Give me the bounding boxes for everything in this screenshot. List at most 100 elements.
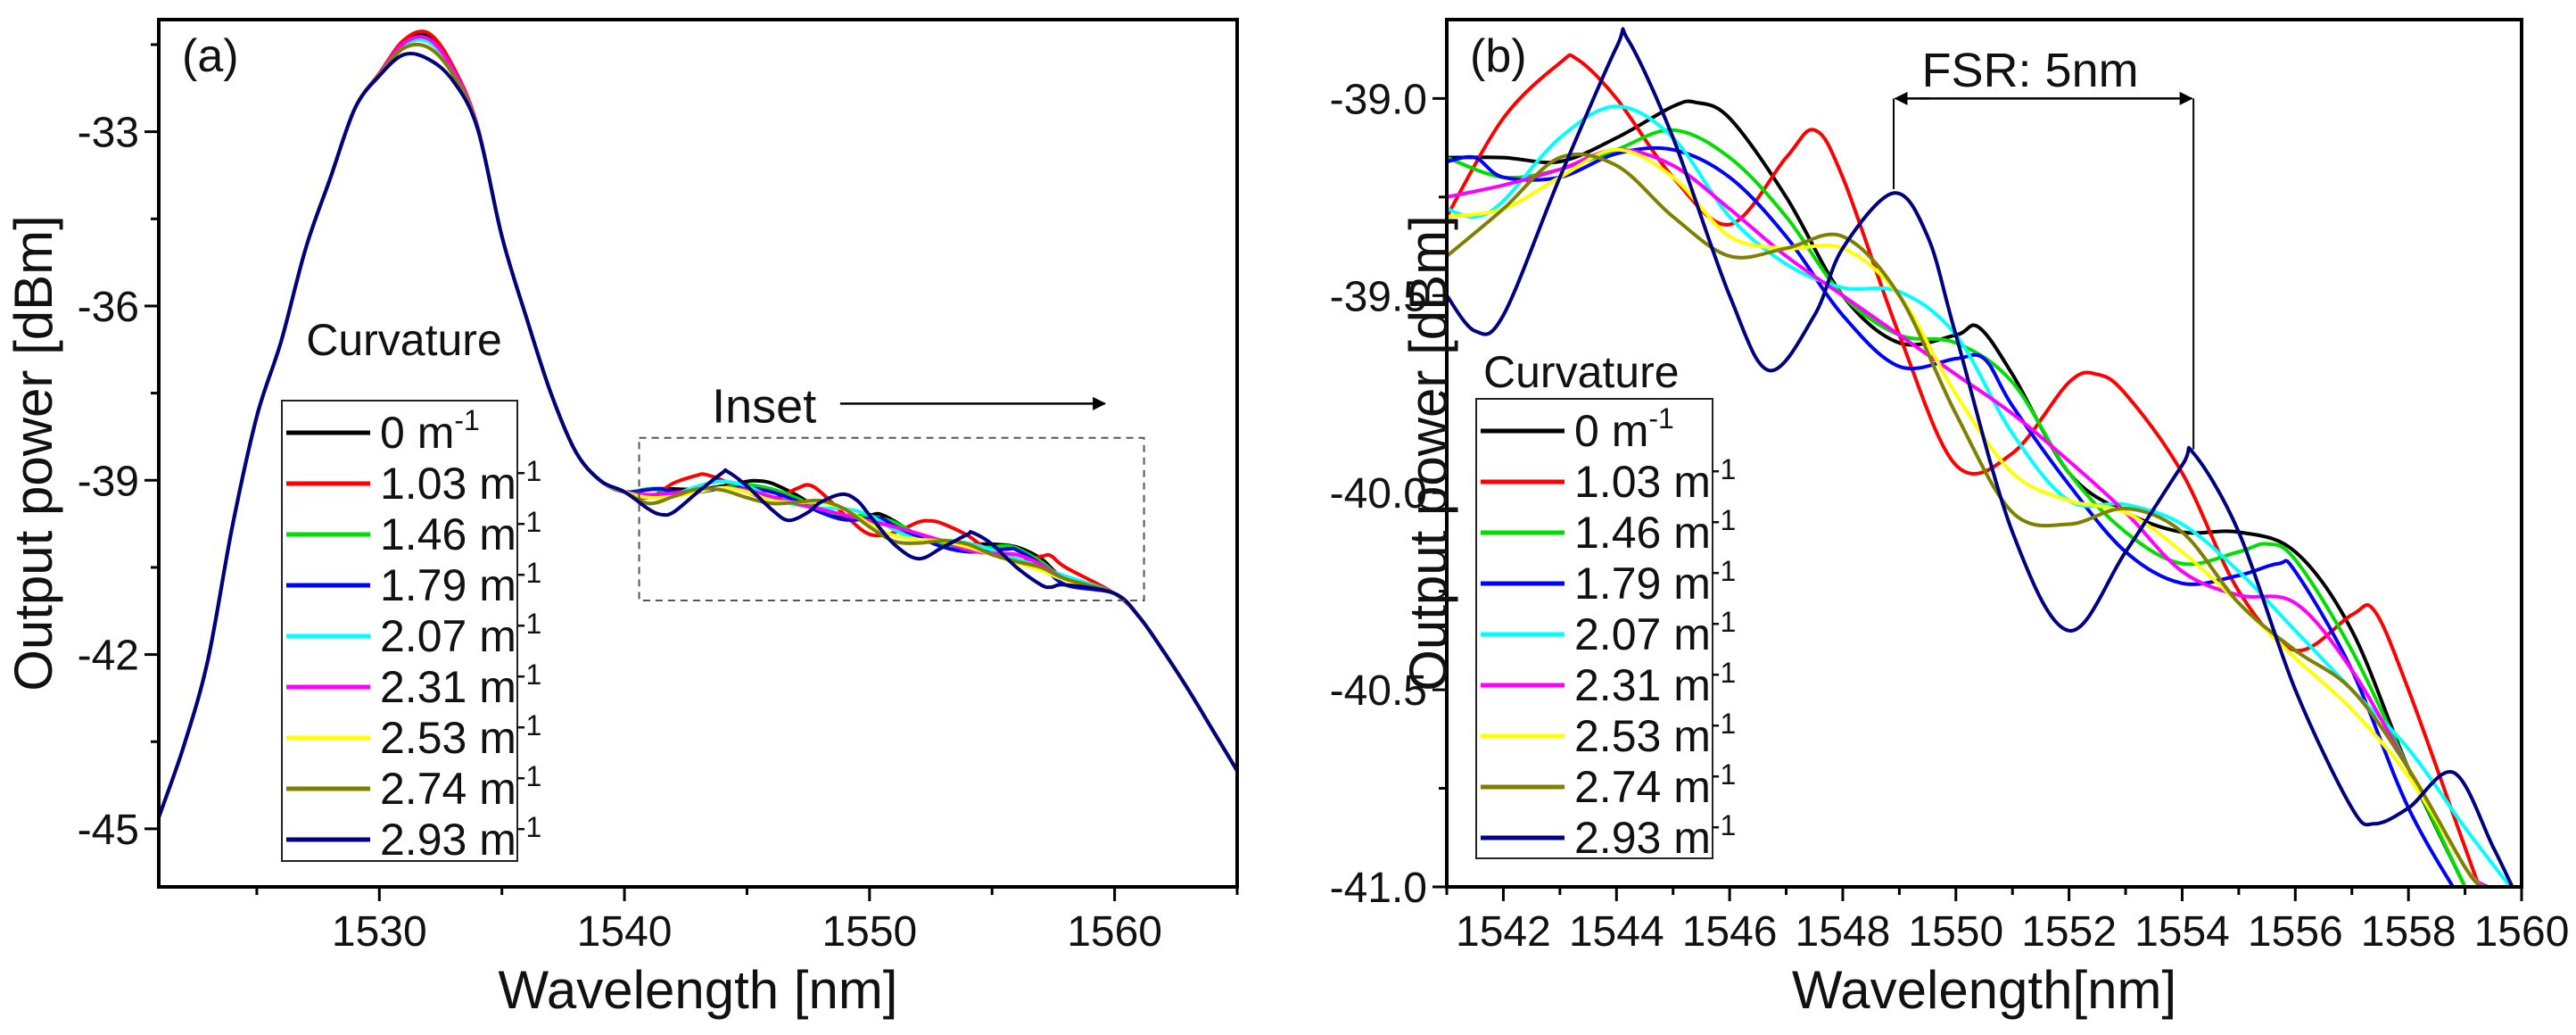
series-line-2.93	[159, 51, 1237, 818]
legend-item: 2.93 m-1	[286, 811, 541, 865]
legend-value: 2.07	[1574, 609, 1673, 659]
x-tick-label: 1554	[2134, 908, 2230, 956]
y-tick-label: -36	[78, 284, 139, 331]
legend-label: 0 m-1	[1574, 402, 1674, 456]
legend-unit: m	[479, 764, 516, 814]
legend-item: 1.03 m-1	[1481, 453, 1736, 507]
legend-label: 2.74 m-1	[380, 760, 541, 814]
legend-item: 1.46 m-1	[1481, 504, 1736, 558]
legend-value: 2.53	[1574, 711, 1673, 761]
legend-label: 2.74 m-1	[1574, 758, 1736, 812]
panel-label: (b)	[1470, 30, 1527, 82]
legend-unit: m	[479, 459, 516, 509]
legend-value: 1.79	[380, 560, 479, 610]
legend-unit: m	[1673, 660, 1711, 710]
legend-value: 2.74	[380, 764, 479, 814]
panel-label: (a)	[182, 30, 239, 82]
legend-exponent: -1	[516, 658, 541, 691]
legend-exponent: -1	[516, 608, 541, 640]
legend-value: 2.93	[380, 815, 479, 865]
plot-frame	[157, 18, 1239, 889]
legend-value: 0	[380, 408, 417, 458]
legend-unit: m	[479, 509, 516, 559]
legend-item: 2.74 m-1	[286, 760, 541, 814]
legend-label: 2.31 m-1	[380, 658, 541, 712]
legend-value: 2.31	[380, 662, 479, 712]
legend-box	[1475, 398, 1713, 859]
legend-unit: m	[1673, 609, 1711, 659]
x-axis-title: Wavelength[nm]	[1792, 960, 2176, 1020]
legend-value: 2.31	[1574, 660, 1673, 710]
legend-unit: m	[479, 662, 516, 712]
legend-label: 0 m-1	[380, 404, 480, 458]
legend-unit: m	[1673, 762, 1711, 812]
legend-title: Curvature	[1483, 347, 1680, 397]
y-tick-label: -41.0	[1330, 865, 1427, 912]
legend-value: 1.03	[1574, 457, 1673, 507]
legend-value: 2.74	[1574, 762, 1673, 812]
legend-item: 1.46 m-1	[286, 506, 541, 559]
y-axis-title: Output power [dBm]	[1399, 215, 1458, 691]
panel-a: 1530 1540 1550 1560 -33 -36 -39 -42 -45 Wavelengt…	[4, 18, 1239, 1020]
legend-value: 2.93	[1574, 813, 1673, 863]
legend-value: 2.53	[380, 713, 479, 763]
legend-unit: m	[479, 815, 516, 865]
x-tick-label: 1542	[1456, 908, 1551, 956]
legend-unit: m	[1612, 406, 1649, 456]
legend-label: 2.53 m-1	[1574, 708, 1736, 761]
legend-exponent: -1	[1711, 504, 1736, 536]
legend-exponent: -1	[1711, 606, 1736, 638]
legend-value: 1.03	[380, 459, 479, 509]
series-line-2.74	[1447, 152, 2484, 887]
legend-label: 2.07 m-1	[1574, 606, 1736, 659]
legend-label: 1.79 m-1	[380, 557, 541, 610]
inset-label: Inset	[712, 380, 816, 434]
y-tick-label: -39.0	[1330, 76, 1427, 123]
y-tick-label: -45	[78, 807, 139, 854]
legend-value: 1.46	[1574, 508, 1673, 558]
legend-label: 2.31 m-1	[1574, 657, 1736, 710]
x-tick-label: 1546	[1682, 908, 1778, 956]
x-tick-label: 1558	[2361, 908, 2456, 956]
y-tick-label: -33	[78, 110, 139, 157]
legend-unit: m	[479, 713, 516, 763]
legend-value: 0	[1574, 406, 1612, 456]
y-tick-label: -39	[78, 458, 139, 505]
x-tick-label: 1552	[2021, 908, 2117, 956]
legend-exponent: -1	[516, 709, 541, 741]
x-tick-label: 1548	[1796, 908, 1891, 956]
legend-item: 1.79 m-1	[286, 557, 541, 610]
legend-exponent: -1	[516, 760, 541, 792]
series-line-1.79	[1447, 145, 2456, 887]
legend-label: 1.03 m-1	[380, 455, 541, 509]
legend-item: 0 m-1	[1481, 402, 1674, 456]
y-axis-title: Output power [dBm]	[4, 215, 63, 691]
legend-unit: m	[1673, 559, 1711, 609]
series-group	[1447, 27, 2514, 887]
series-line-0	[1447, 99, 2467, 887]
legend-exponent: -1	[516, 557, 541, 589]
x-tick-label: 1550	[1908, 908, 2003, 956]
legend-unit: m	[479, 611, 516, 661]
legend-unit: m	[1673, 508, 1711, 558]
x-tick-label: 1544	[1569, 908, 1664, 956]
x-axis-title: Wavelength [nm]	[499, 960, 898, 1020]
series-group	[159, 29, 1237, 818]
legend-label: 2.53 m-1	[380, 709, 541, 763]
series-line-1.46	[1447, 128, 2467, 887]
panel-b: 1542 1544 1546 1548 1550 1552 1554 1556 1558 1560…	[1330, 18, 2569, 1020]
legend-item: 2.53 m-1	[286, 709, 541, 763]
inset-region-box	[638, 436, 1145, 602]
legend-exponent: -1	[516, 811, 541, 843]
legend-exponent: -1	[1711, 809, 1736, 841]
x-tick-label: 1560	[1067, 908, 1162, 956]
legend: 0 m-11.03 m-11.46 m-11.79 m-12.07 m-12.3…	[1475, 398, 1736, 863]
legend-value: 2.07	[380, 611, 479, 661]
legend-exponent: -1	[1711, 453, 1736, 485]
legend-box	[281, 400, 518, 862]
legend-item: 2.74 m-1	[1481, 758, 1736, 812]
legend-exponent: -1	[516, 455, 541, 487]
legend-item: 1.03 m-1	[286, 455, 541, 509]
legend-value: 1.79	[1574, 559, 1673, 609]
legend-label: 1.03 m-1	[1574, 453, 1736, 507]
